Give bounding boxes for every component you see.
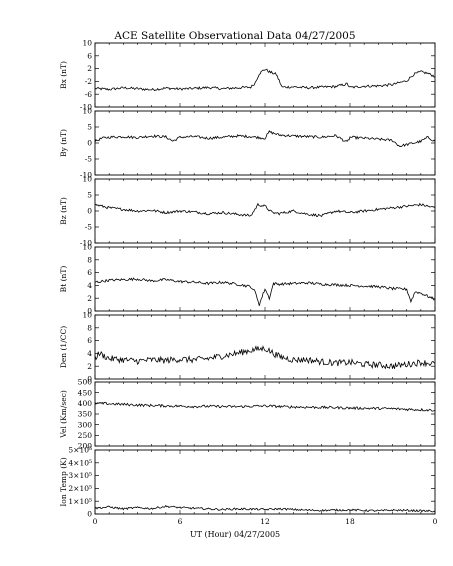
data-series	[94, 401, 436, 412]
panel-7: 5×10⁵ 4×10⁵ 3×10⁵ 2×10⁵ 1×10⁵ 0 Ion Temp (K) 0 6…	[59, 446, 438, 526]
y-tick-label: 8	[87, 255, 92, 264]
y-tick-label: -10	[80, 239, 92, 248]
y-tick-label: 5	[87, 191, 92, 200]
x-tick-label: 12	[260, 517, 270, 526]
y-tick-label: 250	[78, 431, 93, 440]
y-tick-label: 6	[87, 268, 92, 277]
y-tick-label: 8	[87, 323, 92, 332]
y-tick-label: 0	[87, 307, 92, 316]
panel-5: 10 8 6 4 2 0 Den (1/CC)	[59, 311, 436, 384]
panel-frame	[94, 381, 436, 447]
y-tick-label: -6	[85, 90, 93, 99]
data-series	[94, 277, 436, 306]
data-series	[94, 345, 436, 370]
y-tick-label: 0	[87, 207, 92, 216]
data-series	[94, 504, 436, 513]
y-tick-label: 5×10⁵	[68, 446, 92, 455]
panel-4: 10 8 6 4 2 0 Bt (nT)	[59, 243, 436, 316]
data-series	[94, 202, 436, 217]
figure-title: ACE Satellite Observational Data 04/27/2…	[113, 30, 355, 42]
panel-2: 10 5 0 -5 -10 By (nT)	[59, 107, 436, 180]
y-axis-label: Bx (nT)	[59, 61, 68, 89]
y-axis-label: Den (1/CC)	[59, 326, 68, 368]
y-tick-label: 6	[87, 51, 92, 60]
panel-frame	[94, 449, 436, 515]
y-axis-label: Bt (nT)	[59, 266, 68, 293]
y-axis-label: Bz (nT)	[59, 197, 68, 225]
y-tick-label: 6	[87, 336, 92, 345]
data-series	[94, 129, 436, 148]
y-tick-label: 2	[87, 362, 92, 371]
y-axis-label: Vel (Km/sec)	[59, 390, 68, 439]
x-tick-label: 18	[345, 517, 355, 526]
panel-frame	[94, 314, 436, 380]
y-tick-label: 1×10⁵	[68, 497, 92, 506]
data-series	[94, 68, 436, 92]
y-tick-label: 2×10⁵	[68, 484, 92, 493]
y-tick-label: 10	[82, 311, 92, 320]
x-tick-label: 0	[93, 517, 98, 526]
x-tick-label: 6	[178, 517, 183, 526]
y-tick-label: 10	[82, 243, 92, 252]
y-tick-label: 400	[78, 399, 93, 408]
panel-frame	[94, 246, 436, 312]
y-tick-label: -5	[85, 223, 93, 232]
y-tick-label: 2	[87, 64, 92, 73]
y-tick-label: 4	[87, 281, 92, 290]
y-tick-label: -2	[85, 77, 93, 86]
x-tick-label: 0	[433, 517, 438, 526]
panel-frame	[94, 110, 436, 176]
y-tick-label: 0	[87, 139, 92, 148]
y-tick-label: 3×10⁵	[68, 471, 92, 480]
panel-frame	[94, 42, 436, 108]
y-tick-label: 0	[87, 375, 92, 384]
panel-3: 10 5 0 -5 -10 Bz (nT)	[59, 175, 436, 248]
x-axis-label: UT (Hour) 04/27/2005	[190, 530, 280, 539]
y-tick-label: 0	[87, 510, 92, 519]
y-tick-label: 200	[78, 442, 93, 451]
y-axis-label: Ion Temp (K)	[59, 457, 68, 506]
panels: 10 6 2 -2 -6 -10 Bx (nT) 10 5 0 -5 -10 By (nT) 10 5 0 -5…	[59, 39, 438, 526]
y-tick-label: 2	[87, 294, 92, 303]
y-axis-label: By (nT)	[59, 129, 68, 157]
y-tick-label: 10	[82, 175, 92, 184]
panel-1: 10 6 2 -2 -6 -10 Bx (nT)	[59, 39, 436, 112]
y-tick-label: 500	[78, 378, 93, 387]
y-tick-label: 5	[87, 123, 92, 132]
y-tick-label: 450	[78, 388, 93, 397]
y-tick-label: 350	[78, 410, 93, 419]
y-tick-label: 300	[78, 420, 93, 429]
y-tick-label: -5	[85, 155, 93, 164]
y-tick-label: 10	[82, 39, 92, 48]
y-tick-label: 10	[82, 107, 92, 116]
y-tick-label: 4	[87, 349, 92, 358]
y-tick-label: 4×10⁵	[68, 458, 92, 467]
y-tick-label: -10	[80, 103, 92, 112]
y-tick-label: -10	[80, 171, 92, 180]
